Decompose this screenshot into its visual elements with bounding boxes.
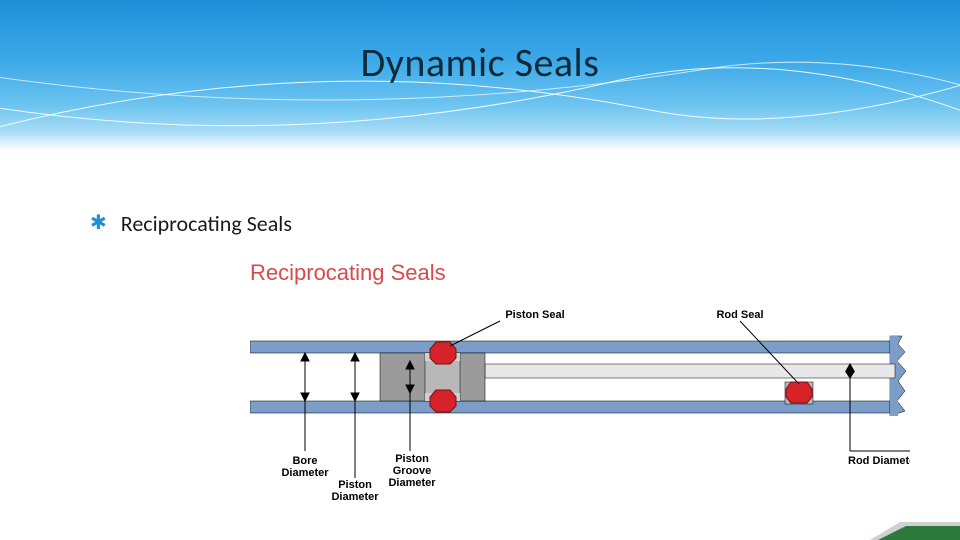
bullet-text: Reciprocating Seals — [121, 210, 292, 237]
piston-seal-bottom — [430, 390, 456, 412]
label-pistondia-2: Diameter — [331, 491, 379, 503]
label-bore-2: Diameter — [281, 467, 329, 479]
label-pistondia-1: Piston — [338, 479, 372, 491]
label-groove-1: Piston — [395, 453, 429, 465]
seal-diagram: Piston Seal Rod Seal Bore Diameter Pisto… — [250, 286, 910, 506]
corner-accent — [870, 518, 960, 540]
label-rod-seal: Rod Seal — [716, 309, 763, 321]
rod-seal — [785, 382, 813, 404]
asterisk-icon: ✱ — [90, 210, 107, 235]
slide-header: Dynamic Seals — [0, 0, 960, 150]
rod — [485, 364, 895, 378]
diagram-container: Reciprocating Seals — [250, 260, 910, 500]
label-groove-2: Groove — [393, 465, 432, 477]
label-groove-3: Diameter — [388, 477, 436, 489]
label-bore-1: Bore — [292, 455, 317, 467]
label-piston-seal: Piston Seal — [505, 309, 564, 321]
label-rod-dia: Rod Diameter — [848, 455, 910, 467]
diagram-title: Reciprocating Seals — [250, 260, 910, 286]
slide-title: Dynamic Seals — [0, 38, 960, 87]
bullet-row: ✱ Reciprocating Seals — [90, 210, 292, 237]
